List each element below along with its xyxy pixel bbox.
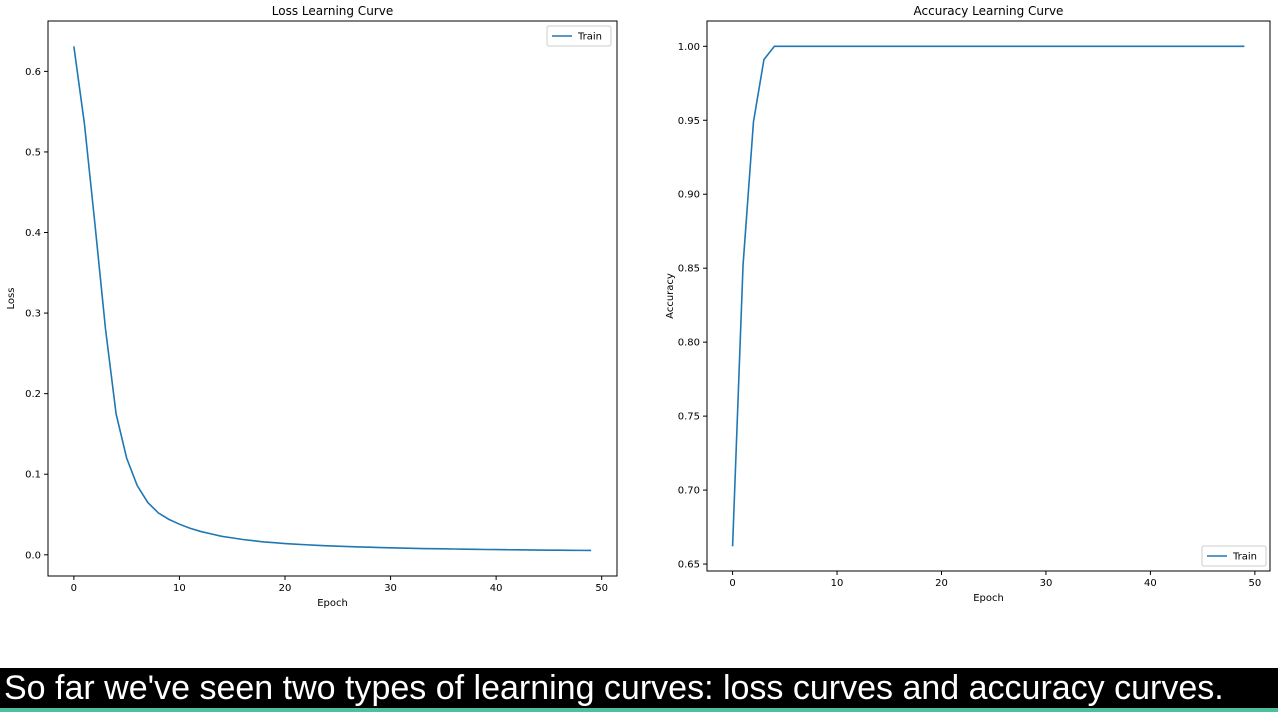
y-tick-label: 0.6 [25, 67, 41, 78]
x-tick-label: 40 [1144, 578, 1157, 589]
y-tick-label: 0.65 [678, 560, 700, 571]
x-tick-label: 50 [595, 583, 608, 594]
y-tick-label: 0.70 [678, 486, 700, 497]
series-line-train [73, 46, 592, 552]
y-tick-label: 0.85 [678, 264, 700, 275]
legend-box [546, 25, 612, 47]
x-tick-label: 30 [384, 583, 397, 594]
y-tick-label: 0.75 [678, 412, 700, 423]
x-tick-label: 20 [279, 583, 292, 594]
legend-box [1201, 545, 1267, 567]
legend: Train [1201, 545, 1267, 567]
x-tick-label: 10 [831, 578, 844, 589]
y-axis-label: Loss [6, 288, 17, 310]
legend: Train [546, 25, 612, 47]
y-tick-label: 1.00 [678, 42, 700, 53]
plot-frame [706, 20, 1271, 572]
x-tick-label: 30 [1040, 578, 1053, 589]
x-tick-label: 50 [1248, 578, 1261, 589]
y-tick-label: 0.80 [678, 338, 700, 349]
y-tick-label: 0.0 [25, 550, 41, 561]
y-tick-label: 0.90 [678, 190, 700, 201]
loss-learning-curve-chart: 0 10 20 30 40 50 0.0 0.1 0.2 0.3 0.4 0.5 0.6 Loss Lea… [6, 4, 618, 609]
y-axis-label: Accuracy [665, 273, 676, 319]
chart-title: Loss Learning Curve [272, 4, 393, 18]
y-tick-label: 0.3 [25, 309, 41, 320]
bottom-overlay-strip [0, 704, 1278, 712]
x-tick-label: 10 [173, 583, 186, 594]
y-tick-label: 0.5 [25, 147, 41, 158]
subtitle-caption: So far we've seen two types of learning … [0, 668, 1278, 708]
chart-title: Accuracy Learning Curve [914, 4, 1064, 18]
series-line-train [731, 45, 1245, 547]
plot-frame [47, 20, 618, 577]
legend-label: Train [577, 32, 602, 43]
y-tick-label: 0.95 [678, 116, 700, 127]
legend-label: Train [1232, 552, 1257, 563]
x-tick-label: 40 [490, 583, 503, 594]
x-axis-label: Epoch [317, 598, 348, 609]
y-tick-label: 0.1 [25, 470, 41, 481]
accuracy-learning-curve-chart: 0 10 20 30 40 50 0.65 0.70 0.75 0.80 0.85 0.90 0.95 1… [665, 4, 1271, 604]
x-tick-label: 20 [935, 578, 948, 589]
x-tick-label: 0 [71, 583, 77, 594]
y-tick-label: 0.2 [25, 389, 41, 400]
y-tick-label: 0.4 [25, 228, 41, 239]
x-tick-label: 0 [729, 578, 735, 589]
x-axis-label: Epoch [973, 593, 1004, 604]
